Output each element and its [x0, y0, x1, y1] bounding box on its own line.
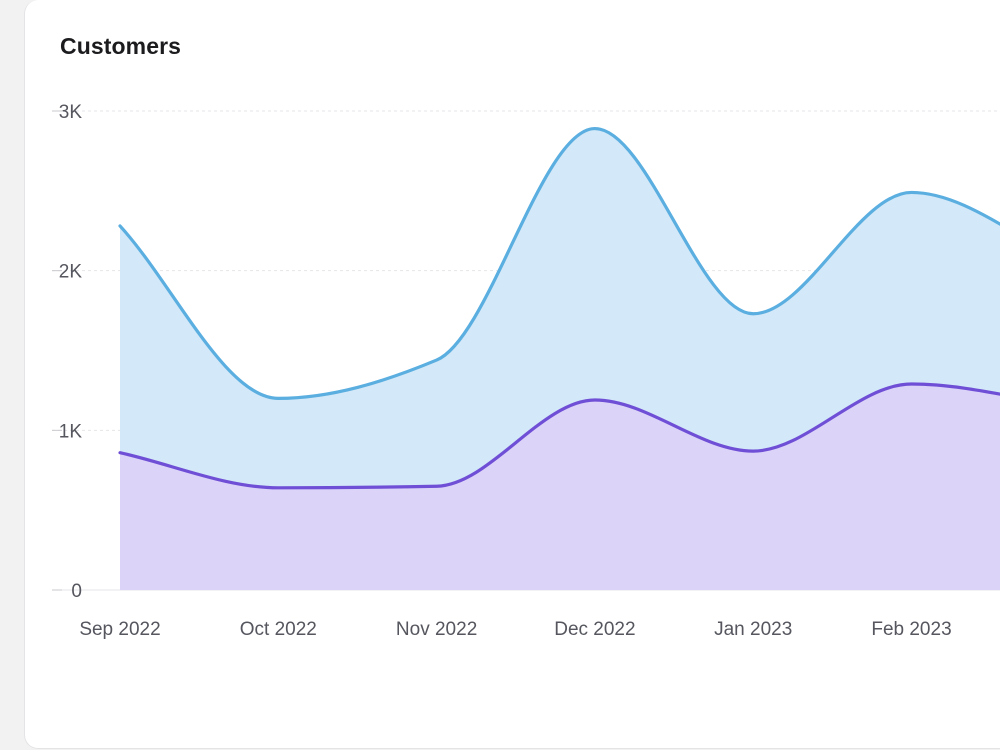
x-tick-label: Feb 2023 — [871, 619, 951, 640]
line-series — [118, 126, 1000, 490]
y-tick-label: 0 — [71, 581, 82, 602]
y-tick-label: 3K — [59, 102, 83, 123]
x-tick-label: Sep 2022 — [79, 619, 160, 640]
x-tick-label: Nov 2022 — [396, 619, 477, 640]
y-tick-label: 2K — [59, 262, 83, 283]
x-tick-label: Jan 2023 — [714, 619, 792, 640]
x-tick-label: Oct 2022 — [240, 619, 317, 640]
line-subset — [118, 382, 1000, 490]
y-tick-label: 1K — [59, 421, 83, 442]
axis-labels: 0 1K 2K 3K Sep 2022 Oct 2022 Nov 2022 Dec 2022 J… — [59, 102, 952, 640]
x-tick-label: Dec 2022 — [554, 619, 635, 640]
chart-title: Customers — [60, 33, 182, 59]
area-subset — [120, 384, 1000, 590]
line-total — [118, 126, 1000, 400]
area-series — [120, 128, 1000, 590]
